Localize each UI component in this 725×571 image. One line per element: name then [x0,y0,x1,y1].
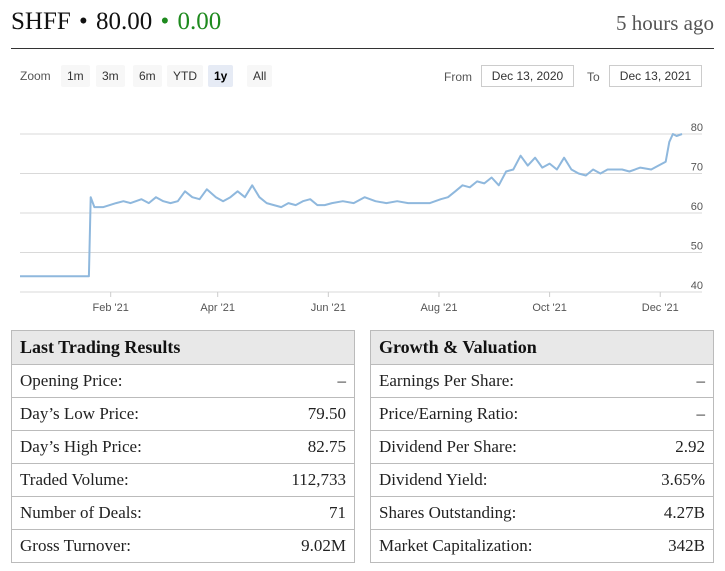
row-label: Earnings Per Share: [379,371,515,390]
row-label: Traded Volume: [20,470,129,489]
header-divider [11,48,714,49]
table-row: Dividend Per Share: 2.92 [371,431,713,464]
price-chart[interactable]: 40 50 60 70 80 Feb '21 Apr '21 Jun '21 Aug '21 Oc… [0,110,725,320]
quote-header: SHFF • 80.00 • 0.00 5 hours ago [11,6,714,40]
x-tick-label: Apr '21 [200,302,235,314]
row-value: 82.75 [307,437,346,456]
x-tick-label: Aug '21 [420,302,457,314]
growth-valuation-panel: Growth & Valuation Earnings Per Share: – … [370,330,714,563]
y-tick-label: 80 [691,122,703,134]
row-label: Opening Price: [20,371,123,390]
table-row: Opening Price: – [12,365,354,398]
row-label: Dividend Yield: [379,470,488,489]
table-row: Number of Deals: 71 [12,497,354,530]
row-value: – [696,371,706,390]
y-tick-label: 40 [691,280,703,292]
zoom-button-3m[interactable]: 3m [96,65,125,87]
table-row: Traded Volume: 112,733 [12,464,354,497]
table-row: Market Capitalization: 342B [371,530,713,562]
x-tick-label: Feb '21 [93,302,129,314]
table-row: Dividend Yield: 3.65% [371,464,713,497]
row-label: Day’s Low Price: [20,404,139,423]
row-label: Dividend Per Share: [379,437,517,456]
row-label: Price/Earning Ratio: [379,404,519,423]
separator-dot: • [79,8,88,35]
zoom-label: Zoom [20,69,51,83]
x-tick-label: Jun '21 [311,302,346,314]
table-row: Shares Outstanding: 4.27B [371,497,713,530]
price-change: 0.00 [177,8,222,35]
table-row: Earnings Per Share: – [371,365,713,398]
row-value: 342B [668,536,705,555]
row-value: 112,733 [291,470,346,489]
x-tick-label: Oct '21 [532,302,567,314]
ticker-symbol: SHFF [11,8,71,35]
row-value: 4.27B [663,503,705,522]
range-to-input[interactable]: Dec 13, 2021 [609,65,702,87]
y-tick-label: 70 [691,162,703,174]
price-series-line [20,133,683,278]
row-value: 2.92 [675,437,705,456]
row-label: Day’s High Price: [20,437,142,456]
panel-title: Last Trading Results [12,331,354,365]
range-from-label: From [444,70,472,84]
row-label: Number of Deals: [20,503,142,522]
range-to-label: To [587,70,600,84]
row-value: 3.65% [661,470,705,489]
quote-summary: SHFF • 80.00 • 0.00 [11,8,221,36]
last-trading-results-panel: Last Trading Results Opening Price: – Day… [11,330,355,563]
row-value: 71 [329,503,346,522]
row-value: – [337,371,347,390]
last-price: 80.00 [96,8,153,35]
row-value: – [696,404,706,423]
row-value: 9.02M [301,536,346,555]
last-updated: 5 hours ago [616,11,714,35]
range-from-input[interactable]: Dec 13, 2020 [481,65,574,87]
zoom-button-6m[interactable]: 6m [133,65,162,87]
table-row: Day’s High Price: 82.75 [12,431,354,464]
table-row: Day’s Low Price: 79.50 [12,398,354,431]
zoom-button-1y[interactable]: 1y [208,65,234,87]
zoom-button-all[interactable]: All [247,65,273,87]
y-tick-label: 60 [691,201,703,213]
zoom-button-1m[interactable]: 1m [61,65,90,87]
change-separator-dot: • [160,8,170,35]
table-row: Price/Earning Ratio: – [371,398,713,431]
panel-title: Growth & Valuation [371,331,713,365]
row-value: 79.50 [307,404,346,423]
zoom-button-ytd[interactable]: YTD [167,65,203,87]
x-tick-label: Dec '21 [642,302,679,314]
row-label: Shares Outstanding: [379,503,517,522]
row-label: Market Capitalization: [379,536,533,555]
row-label: Gross Turnover: [20,536,131,555]
table-row: Gross Turnover: 9.02M [12,530,354,562]
y-tick-label: 50 [691,241,703,253]
